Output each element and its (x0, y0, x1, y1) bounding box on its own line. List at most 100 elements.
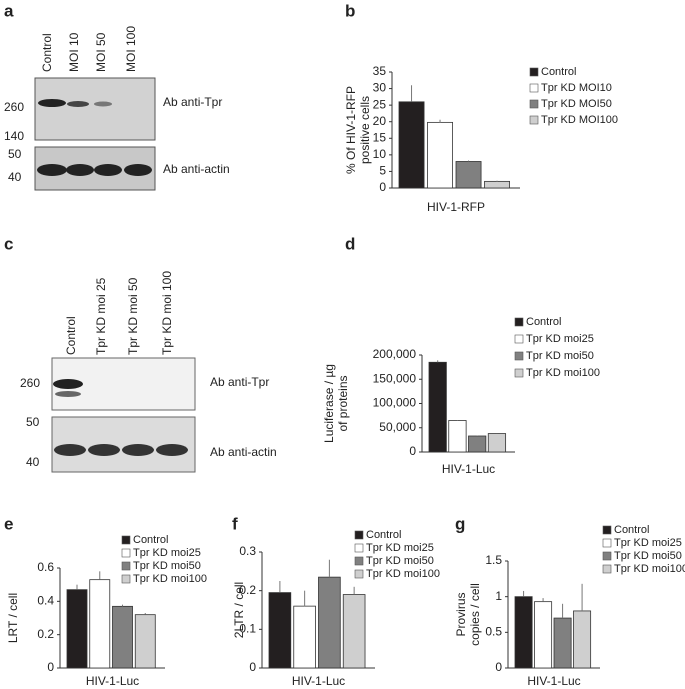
bar (342, 594, 366, 669)
y-tick-label: 0.5 (485, 625, 502, 639)
y-tick-label: 0 (47, 660, 54, 674)
y-tick-label: 35 (373, 64, 387, 78)
y-tick-label: 5 (379, 164, 386, 178)
legend-label: Tpr KD moi100 (614, 563, 685, 575)
marker-label: 40 (26, 455, 40, 469)
legend-swatch (514, 368, 524, 378)
bar (448, 420, 467, 453)
legend-label: Tpr KD moi100 (133, 573, 207, 585)
band (124, 164, 152, 176)
y-tick-label: 200,000 (373, 347, 417, 361)
y-tick-label: 1.5 (485, 553, 502, 567)
y-tick-label: 0 (249, 660, 256, 674)
band (54, 444, 86, 456)
y-tick-label: 100,000 (373, 396, 417, 410)
band (66, 164, 94, 176)
lane-label: Control (40, 33, 54, 72)
marker-label: 50 (26, 415, 40, 429)
antibody-label: Ab anti-Tpr (163, 95, 222, 109)
legend-swatch (602, 564, 612, 574)
marker-label: 140 (4, 129, 24, 143)
legend-label: Tpr KD moi50 (133, 560, 201, 572)
legend-swatch (121, 548, 131, 558)
x-axis-label: HIV-1-Luc (442, 462, 495, 476)
lane-label: Control (64, 316, 78, 355)
bar (268, 592, 292, 669)
legend-swatch (529, 83, 539, 93)
bar (112, 605, 133, 669)
legend-label: Tpr KD moi100 (366, 568, 440, 580)
antibody-label: Ab anti-actin (210, 445, 277, 459)
y-tick-label: 0 (409, 444, 416, 458)
legend-label: Tpr KD MOI50 (541, 98, 612, 110)
legend-swatch (602, 538, 612, 548)
y-axis-label: LRT / cell (6, 593, 20, 643)
panel-letter: c (4, 234, 13, 253)
legend-swatch (514, 351, 524, 361)
legend-label: Tpr KD moi50 (526, 350, 594, 362)
legend-label: Tpr KD moi50 (614, 550, 682, 562)
band (88, 444, 120, 456)
y-tick-label: 50,000 (379, 420, 416, 434)
bar (455, 161, 482, 189)
y-axis-label: 2LTR / cell (232, 582, 246, 638)
marker-label: 50 (8, 147, 22, 161)
bar (534, 601, 553, 669)
bar (398, 101, 425, 189)
bar (573, 610, 592, 669)
y-tick-label: 10 (373, 147, 387, 161)
band (67, 101, 89, 107)
y-tick-label: 25 (373, 97, 387, 111)
blot (34, 77, 156, 141)
lane-label: MOI 10 (67, 32, 81, 72)
panel-letter: e (4, 514, 13, 533)
y-tick-label: 0.2 (239, 583, 256, 597)
lane-label: Tpr KD moi 50 (126, 277, 140, 355)
y-tick-label: 30 (373, 81, 387, 95)
bar (487, 433, 507, 453)
bar (66, 589, 88, 669)
legend-label: Control (526, 316, 561, 328)
legend-label: Control (541, 66, 576, 78)
y-tick-label: 0.2 (37, 627, 54, 641)
legend-label: Control (133, 534, 168, 546)
legend-swatch (529, 67, 539, 77)
legend-label: Tpr KD moi100 (526, 367, 600, 379)
y-axis-label: % Of HIV-1-RFP (344, 86, 358, 174)
panel-letter: g (455, 514, 465, 533)
y-tick-label: 15 (373, 130, 387, 144)
band (55, 391, 81, 397)
band (53, 379, 83, 389)
legend-swatch (121, 574, 131, 584)
bar (468, 435, 487, 453)
legend-swatch (354, 543, 364, 553)
y-tick-label: 0.1 (239, 622, 256, 636)
band (122, 444, 154, 456)
legend-label: Tpr KD moi50 (366, 555, 434, 567)
y-axis-label: copies / cell (468, 583, 482, 646)
legend-swatch (514, 317, 524, 327)
legend-label: Tpr KD moi25 (366, 542, 434, 554)
legend-label: Control (366, 529, 401, 541)
y-axis-label: positive cells (358, 96, 372, 164)
bar (134, 614, 156, 669)
legend-label: Tpr KD moi25 (133, 547, 201, 559)
legend-swatch (121, 561, 131, 571)
y-axis-label: Luciferase / µg (322, 364, 336, 443)
legend-label: Tpr KD moi25 (614, 537, 682, 549)
bar (484, 180, 510, 189)
bar (89, 579, 111, 669)
band (156, 444, 188, 456)
legend-label: Control (614, 524, 649, 536)
y-tick-label: 0 (379, 180, 386, 194)
y-tick-label: 0 (495, 660, 502, 674)
panel-letter: d (345, 234, 355, 253)
legend-swatch (354, 530, 364, 540)
antibody-label: Ab anti-actin (163, 162, 230, 176)
y-axis-label: Provirus (454, 592, 468, 636)
panel-letter: a (4, 1, 14, 20)
legend-swatch (602, 551, 612, 561)
y-tick-label: 150,000 (373, 371, 417, 385)
x-axis-label: HIV-1-Luc (86, 674, 139, 688)
